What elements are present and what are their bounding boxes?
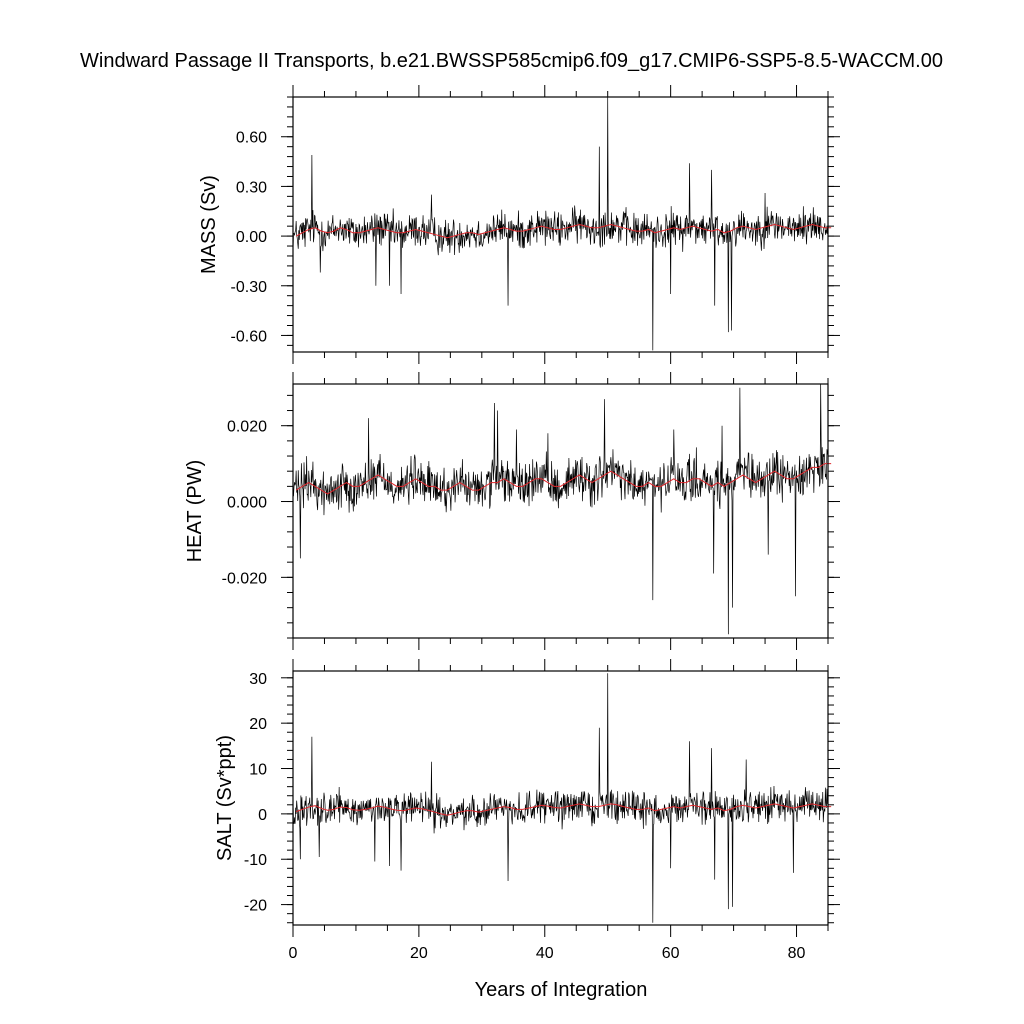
panels: -0.60 -0.30 0.00 0.30 0.60 MASS (Sv) -0.020 0.0… [184,85,840,962]
series-annual-mean-line [295,223,832,239]
y-tick-label: -0.020 [222,570,267,587]
chart-title: Windward Passage II Transports, b.e21.BW… [80,50,943,72]
plot-frame [292,383,829,639]
y-tick-label: 10 [249,762,267,779]
panel-1: -0.020 0.000 0.020 HEAT (PW) [184,372,840,650]
x-tick-label: 60 [662,945,680,962]
plot-frame [292,96,829,353]
y-tick-label: -0.30 [231,279,268,296]
series-annual-mean-line [295,463,832,495]
y-tick-label: -20 [244,898,267,915]
y-tick-label: 0 [258,807,267,824]
y-tick-label: 20 [249,716,267,733]
series-raw-line [292,673,829,923]
x-tick-label: 0 [289,945,298,962]
x-tick-label: 40 [536,945,554,962]
x-axis-title: Years of Integration [475,979,648,1001]
y-tick-label: -0.60 [231,328,268,345]
y-tick-label: 0.000 [227,495,267,512]
x-tick-label: 20 [410,945,428,962]
series-annual-mean-line [295,803,832,816]
y-axis-title: MASS (Sv) [198,175,220,274]
y-tick-label: 0.30 [236,179,267,196]
y-tick-label: -10 [244,852,267,869]
series-raw-line [292,383,829,635]
series-raw-line [292,96,829,351]
y-tick-label: 0.00 [236,229,267,246]
panel-2: -20 -10 0 10 20 30 0 20 40 60 80 SALT (Sv*ppt) [214,659,840,962]
y-axis-title: SALT (Sv*ppt) [214,735,236,861]
plot-frame [292,670,829,926]
x-tick-label: 80 [788,945,806,962]
y-axis-title: HEAT (PW) [184,460,206,563]
panel-0: -0.60 -0.30 0.00 0.30 0.60 MASS (Sv) [198,85,840,364]
y-tick-label: 30 [249,671,267,688]
y-tick-label: 0.020 [227,419,267,436]
y-tick-label: 0.60 [236,130,267,147]
